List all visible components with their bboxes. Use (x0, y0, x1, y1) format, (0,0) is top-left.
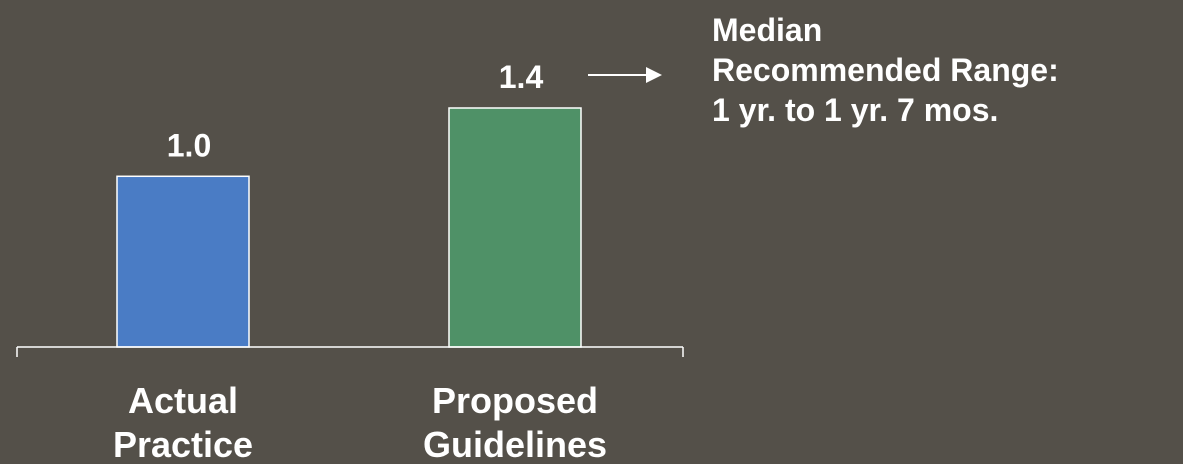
annotation-line-2: Recommended Range: (712, 52, 1059, 88)
bars-layer (116, 107, 582, 348)
annotation-line-3: 1 yr. to 1 yr. 7 mos. (712, 92, 999, 128)
bar-proposed-guidelines (448, 107, 582, 348)
category-label-actual-practice-line-2: Practice (113, 424, 253, 464)
value-label-proposed-guidelines: 1.4 (499, 59, 544, 95)
annotation-line-1: Median (712, 12, 823, 48)
category-label-proposed-guidelines-line-1: Proposed (432, 380, 598, 421)
bar-actual-practice (116, 175, 250, 348)
category-label-actual-practice-line-1: Actual (128, 380, 238, 421)
value-label-actual-practice: 1.0 (167, 127, 211, 163)
median-range-annotation: Median Recommended Range: 1 yr. to 1 yr.… (712, 10, 1059, 130)
category-label-proposed-guidelines-line-2: Guidelines (423, 424, 607, 464)
arrow-icon (588, 67, 662, 83)
